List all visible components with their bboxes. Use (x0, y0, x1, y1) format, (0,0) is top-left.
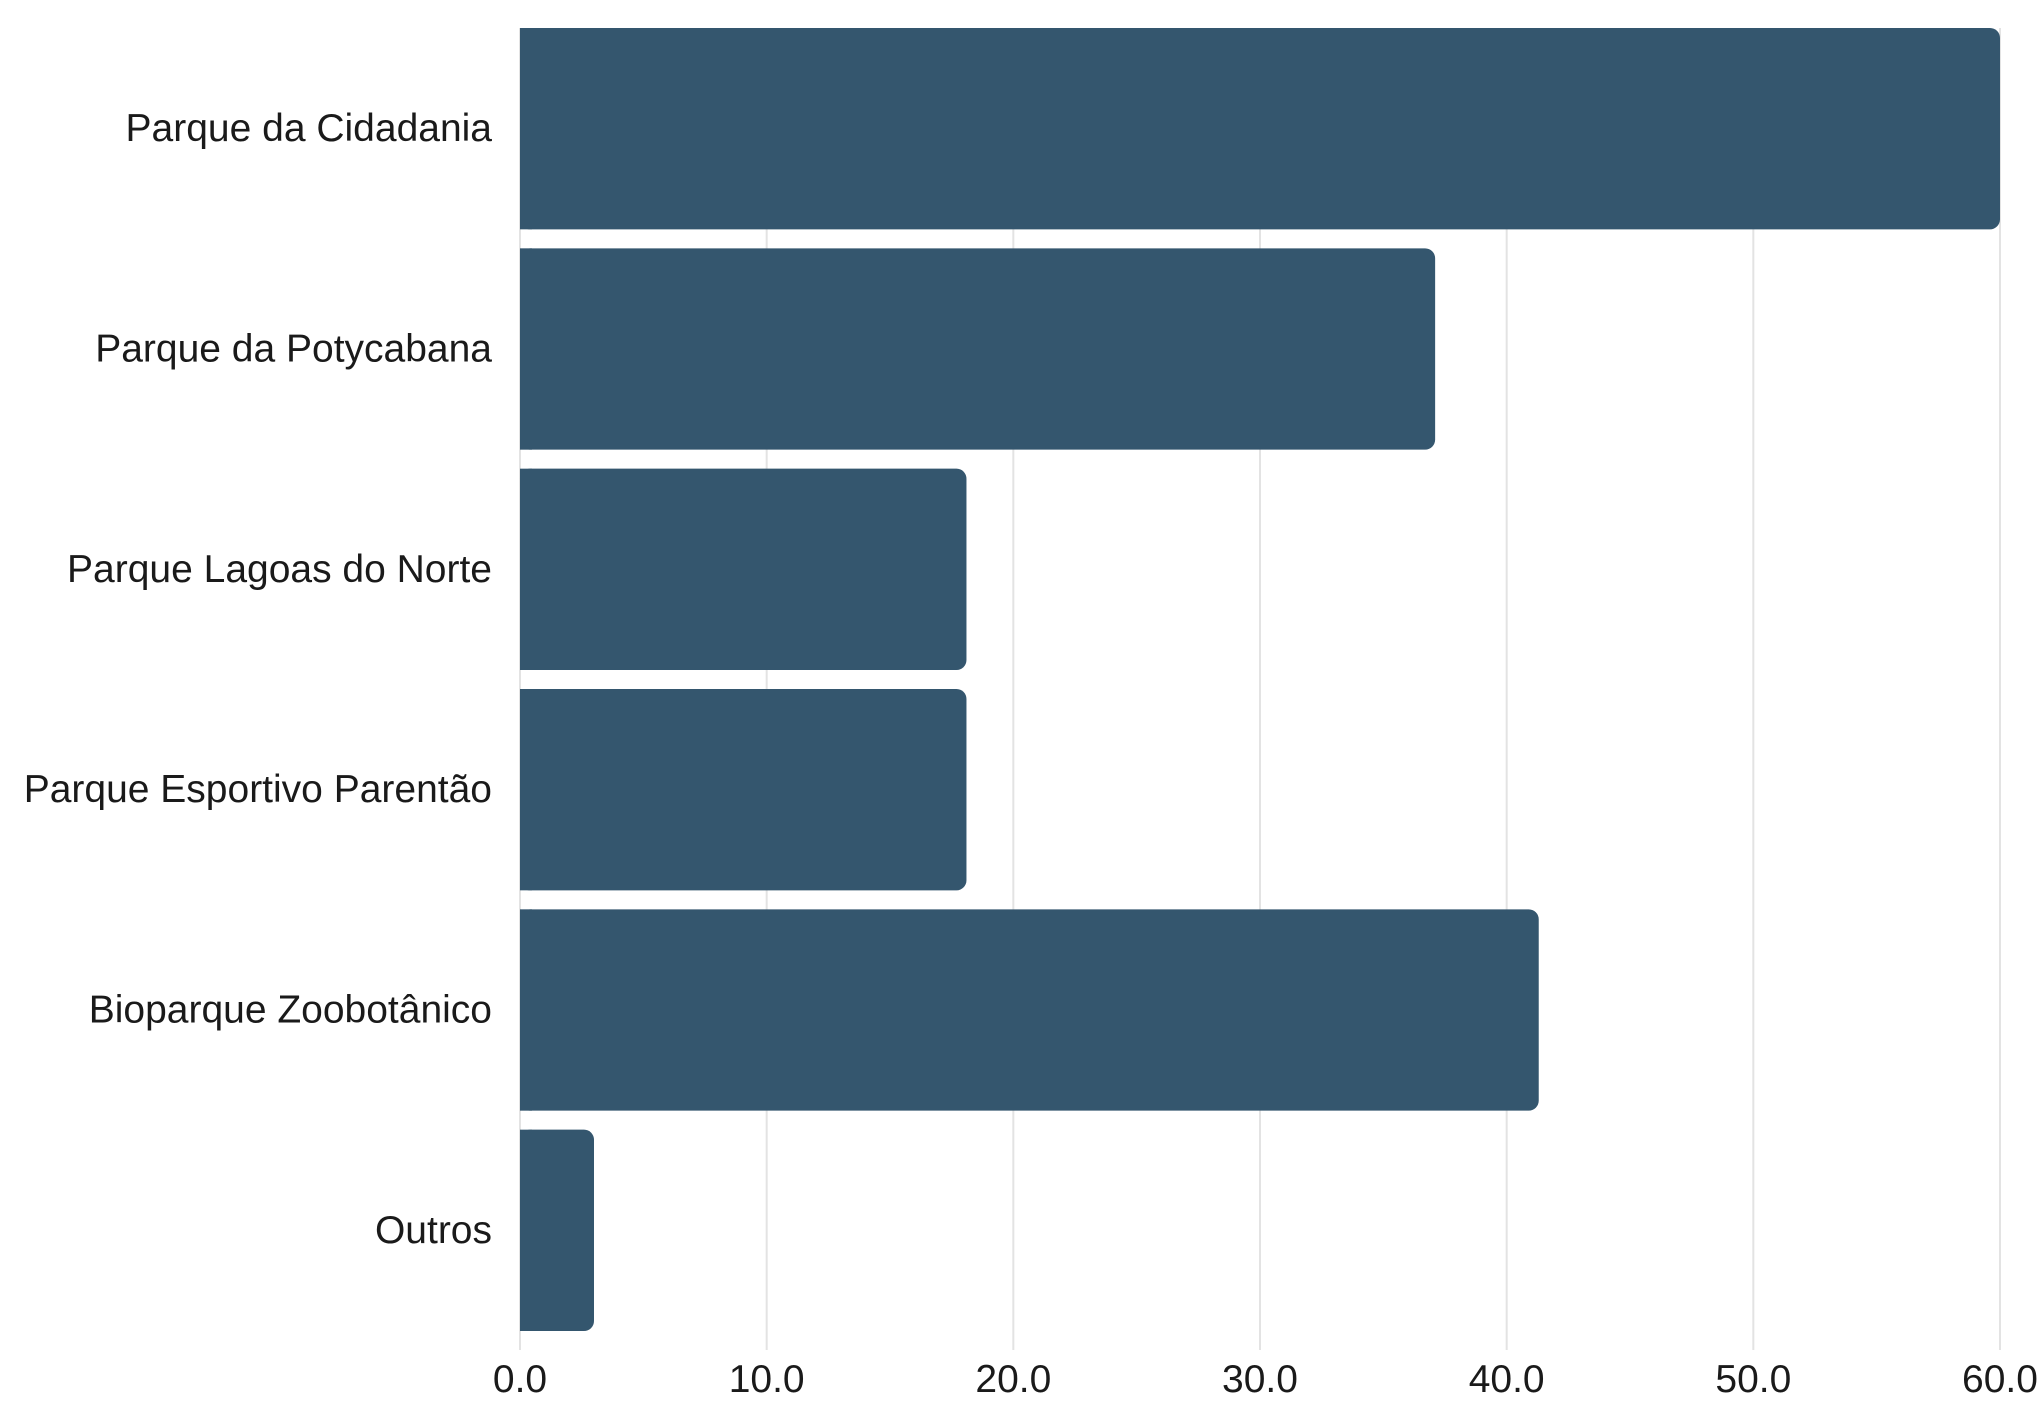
category-label: Parque da Potycabana (95, 328, 492, 371)
x-tick-label: 30.0 (1222, 1358, 1298, 1401)
category-labels: Parque da Cidadania Parque da Potycabana P… (24, 107, 493, 1252)
bar-3 (520, 689, 967, 891)
category-label: Parque Esportivo Parentão (24, 768, 492, 811)
bar-4 (520, 909, 1539, 1111)
bar-1-base (520, 248, 532, 450)
x-tick-label: 50.0 (1715, 1358, 1791, 1401)
x-tick-label: 60.0 (1962, 1358, 2038, 1401)
category-label: Parque Lagoas do Norte (67, 548, 492, 591)
x-tick-label: 20.0 (975, 1358, 1051, 1401)
bar-0 (520, 28, 2000, 230)
bar-5 (520, 1129, 594, 1331)
bar-0-base (520, 28, 532, 230)
bar-5-base (520, 1129, 532, 1331)
bar-2 (520, 468, 967, 670)
x-tick-label: 0.0 (493, 1358, 547, 1401)
x-tick-label: 10.0 (729, 1358, 805, 1401)
x-tick-labels: 0.0 10.0 20.0 30.0 40.0 50.0 60.0 (493, 1358, 2038, 1401)
bars (520, 28, 2000, 1331)
category-label: Outros (375, 1209, 492, 1252)
bar-2-base (520, 468, 532, 670)
bar-1 (520, 248, 1436, 450)
bar-3-base (520, 689, 532, 891)
x-tick-label: 40.0 (1469, 1358, 1545, 1401)
category-label: Bioparque Zoobotânico (89, 989, 492, 1032)
category-label: Parque da Cidadania (126, 107, 493, 150)
bar-4-base (520, 909, 532, 1111)
